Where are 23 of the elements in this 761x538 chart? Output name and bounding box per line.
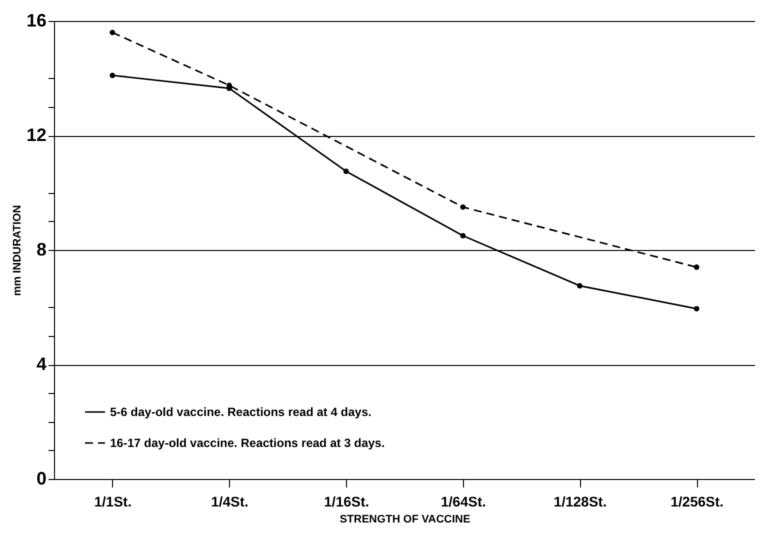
point bbox=[694, 264, 700, 270]
y-tick-label: 8 bbox=[36, 240, 46, 260]
x-tick-label: 1/1St. bbox=[94, 494, 132, 510]
y-tick-label: 16 bbox=[26, 10, 46, 30]
point bbox=[110, 72, 116, 78]
x-tick-label: 1/64St. bbox=[440, 494, 486, 510]
point bbox=[577, 283, 582, 289]
y-tick-label: 0 bbox=[36, 468, 46, 488]
y-tick-label: 4 bbox=[36, 354, 46, 374]
x-tick-label: 1/128St. bbox=[554, 494, 607, 510]
x-axis-title: STRENGTH OF VACCINE bbox=[340, 514, 470, 526]
legend-label: 5-6 day-old vaccine. Reactions read at 4 days. bbox=[110, 405, 372, 419]
point bbox=[460, 232, 466, 238]
x-tick-label: 1/4St. bbox=[211, 494, 248, 510]
y-tick-label: 12 bbox=[26, 125, 46, 145]
point bbox=[110, 30, 116, 36]
legend-label: 16-17 day-old vaccine. Reactions read at 3 days. bbox=[110, 436, 385, 450]
x-tick-label: 1/256St. bbox=[670, 494, 724, 510]
point bbox=[343, 168, 349, 174]
point bbox=[460, 204, 466, 210]
y-axis-title: mm INDURATION bbox=[11, 205, 24, 296]
point bbox=[694, 306, 700, 312]
x-tick-label: 1/16St. bbox=[324, 494, 370, 510]
